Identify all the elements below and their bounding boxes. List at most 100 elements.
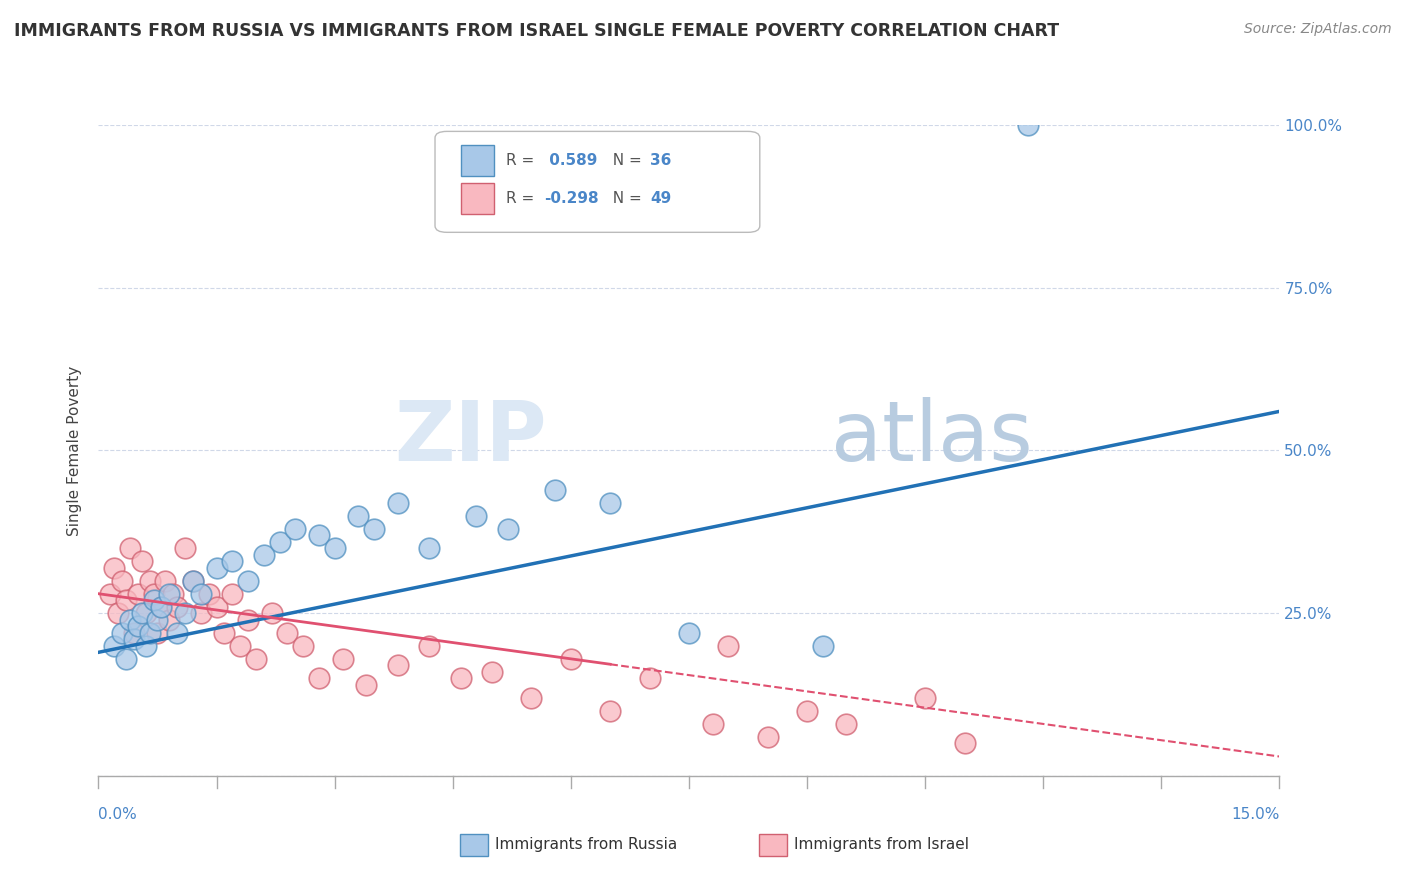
Point: [135, 639, 157, 653]
Point: [599, 495, 621, 509]
Text: Immigrants from Israel: Immigrants from Israel: [794, 838, 969, 852]
Point: [756, 730, 779, 744]
FancyBboxPatch shape: [461, 145, 494, 177]
Point: [111, 625, 134, 640]
Point: [347, 508, 370, 523]
Point: [1017, 118, 1039, 132]
Text: Source: ZipAtlas.com: Source: ZipAtlas.com: [1244, 22, 1392, 37]
Point: [332, 652, 354, 666]
Point: [363, 522, 385, 536]
Point: [131, 554, 153, 568]
Point: [181, 574, 204, 588]
Point: [214, 625, 236, 640]
Point: [111, 574, 134, 588]
Point: [284, 522, 307, 536]
Point: [122, 625, 145, 640]
Point: [229, 639, 252, 653]
Point: [146, 613, 169, 627]
FancyBboxPatch shape: [461, 183, 494, 214]
Text: N =: N =: [603, 191, 647, 206]
Point: [205, 560, 228, 574]
Point: [118, 541, 141, 555]
Point: [481, 665, 503, 679]
Point: [450, 671, 472, 685]
Text: 0.589: 0.589: [544, 153, 598, 169]
Point: [127, 587, 149, 601]
Point: [118, 613, 141, 627]
Point: [953, 737, 976, 751]
Point: [323, 541, 346, 555]
Point: [166, 599, 188, 614]
Point: [166, 625, 188, 640]
Point: [520, 690, 543, 705]
Point: [150, 599, 173, 614]
Point: [702, 717, 724, 731]
Text: Immigrants from Russia: Immigrants from Russia: [495, 838, 678, 852]
Point: [544, 483, 567, 497]
Point: [418, 639, 440, 653]
Point: [678, 625, 700, 640]
Point: [717, 639, 740, 653]
Point: [276, 625, 298, 640]
Y-axis label: Single Female Poverty: Single Female Poverty: [67, 366, 83, 535]
Point: [131, 607, 153, 621]
Point: [418, 541, 440, 555]
Text: 36: 36: [650, 153, 671, 169]
Point: [127, 619, 149, 633]
Point: [914, 690, 936, 705]
Point: [796, 704, 818, 718]
Text: IMMIGRANTS FROM RUSSIA VS IMMIGRANTS FROM ISRAEL SINGLE FEMALE POVERTY CORRELATI: IMMIGRANTS FROM RUSSIA VS IMMIGRANTS FRO…: [14, 22, 1059, 40]
Point: [387, 658, 409, 673]
Point: [162, 587, 184, 601]
Point: [560, 652, 582, 666]
Text: -0.298: -0.298: [544, 191, 599, 206]
Point: [107, 607, 129, 621]
Text: ZIP: ZIP: [395, 397, 547, 478]
Point: [98, 587, 121, 601]
FancyBboxPatch shape: [434, 131, 759, 232]
Point: [135, 607, 157, 621]
Point: [465, 508, 488, 523]
Point: [197, 587, 219, 601]
Text: atlas: atlas: [831, 397, 1032, 478]
Point: [269, 534, 291, 549]
Point: [354, 678, 377, 692]
Point: [115, 652, 138, 666]
Point: [835, 717, 858, 731]
Point: [138, 574, 160, 588]
Point: [308, 671, 330, 685]
Point: [174, 607, 197, 621]
Point: [292, 639, 315, 653]
Point: [260, 607, 283, 621]
Point: [253, 548, 276, 562]
Point: [174, 541, 197, 555]
Point: [387, 495, 409, 509]
Text: R =: R =: [506, 191, 538, 206]
Point: [181, 574, 204, 588]
Point: [142, 593, 165, 607]
Point: [245, 652, 267, 666]
Point: [496, 522, 519, 536]
Point: [103, 639, 125, 653]
Point: [115, 593, 138, 607]
Point: [190, 607, 212, 621]
Point: [190, 587, 212, 601]
Point: [221, 587, 243, 601]
Point: [150, 599, 173, 614]
Text: R =: R =: [506, 153, 538, 169]
Point: [138, 625, 160, 640]
Point: [157, 613, 180, 627]
Point: [157, 587, 180, 601]
Point: [221, 554, 243, 568]
Point: [122, 632, 145, 647]
Point: [236, 613, 259, 627]
Text: N =: N =: [603, 153, 647, 169]
Point: [103, 560, 125, 574]
Text: 0.0%: 0.0%: [98, 807, 138, 822]
Point: [205, 599, 228, 614]
Text: 15.0%: 15.0%: [1232, 807, 1279, 822]
Point: [599, 704, 621, 718]
Text: 49: 49: [650, 191, 671, 206]
Point: [155, 574, 177, 588]
Point: [142, 587, 165, 601]
